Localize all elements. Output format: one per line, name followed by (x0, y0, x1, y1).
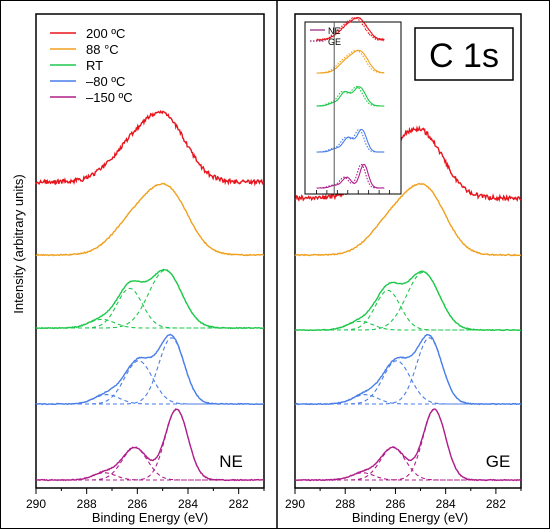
panel-label-ne: NE (219, 452, 243, 471)
left-x-ticks: 290 288 286 284 282 (26, 488, 265, 511)
series-line (35, 182, 265, 257)
fit-component (295, 337, 521, 405)
inset-legend-label: NE (328, 26, 341, 36)
fit-component (36, 318, 264, 329)
left-panel: Intensity (arbitrary units) 290 288 286 284… (11, 13, 265, 525)
series-line (35, 110, 265, 187)
left-plot-frame (35, 13, 265, 489)
x-tick-label: 288 (77, 497, 97, 511)
chart-title: C 1s (429, 37, 499, 75)
inset-line-ne (316, 86, 385, 107)
x-tick-label: 290 (26, 497, 46, 511)
right-panel: 290 288 286 284 282 GE Binding Energy (eV) C… (285, 13, 522, 525)
inset-legend-label: GE (328, 37, 341, 47)
inset-line-ge (316, 86, 385, 107)
series-line (294, 182, 522, 257)
panel-label-ge: GE (486, 452, 511, 471)
x-tick-label: 286 (385, 497, 405, 511)
inset-curves (316, 16, 385, 194)
x-tick-label: 282 (486, 497, 506, 511)
fit-component (36, 269, 264, 329)
title-box (414, 27, 514, 81)
inset-frame (304, 21, 402, 195)
inset-line-ge (316, 128, 385, 153)
inset-x-ticks (316, 190, 390, 194)
right-x-ticks: 290 288 286 284 282 (285, 488, 522, 511)
inset-line-ge (316, 17, 385, 42)
x-tick-label: 290 (285, 497, 305, 511)
left-curves (35, 110, 265, 482)
x-tick-label: 284 (436, 497, 456, 511)
x-tick-label: 286 (127, 497, 147, 511)
fit-component (295, 408, 521, 481)
y-axis-label: Intensity (arbitrary units) (11, 174, 26, 313)
series-line (294, 125, 522, 203)
right-curves (294, 125, 522, 482)
fit-component (295, 271, 521, 331)
legend-label: 88 °C (86, 42, 119, 57)
left-x-axis-title: Binding Energy (eV) (92, 510, 208, 525)
fit-component (36, 408, 264, 481)
x-tick-label: 284 (178, 497, 198, 511)
inset-line-ne (316, 16, 385, 42)
legend-label: RT (86, 58, 103, 73)
legend-label: –150 ºC (86, 90, 133, 105)
inset-line-ne (316, 49, 385, 74)
legend-label: 200 ºC (86, 26, 125, 41)
legend-label: –80 ºC (86, 74, 125, 89)
inset-line-ne (316, 163, 385, 189)
right-x-axis-title: Binding Energy (eV) (352, 510, 468, 525)
x-tick-label: 288 (335, 497, 355, 511)
x-tick-label: 282 (229, 497, 249, 511)
right-plot-frame (294, 13, 522, 489)
inset-line-ne (316, 128, 385, 153)
inset-line-ge (316, 163, 385, 189)
fit-component (36, 337, 264, 405)
